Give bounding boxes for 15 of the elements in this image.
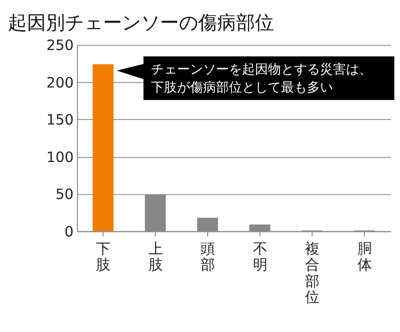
chart-title: 起因別チェーンソーの傷病部位 [8,12,274,34]
x-tick-label: 上肢 [148,241,162,274]
y-tick-label: 150 [46,112,74,129]
y-tick-label: 50 [55,187,74,204]
y-tick-label: 250 [46,38,74,54]
y-tick-label: 100 [46,150,74,166]
x-tick-label: 胴体 [357,241,372,274]
bar [92,64,114,232]
annotation: チェーンソーを起因物とする災害は、下肢が傷病部位として最も多い [151,61,372,96]
x-tick-label: 下肢 [96,241,110,274]
y-tick-label: 0 [64,224,74,240]
x-tick-label: 複合部位 [305,241,320,306]
y-tick-label: 200 [46,75,74,92]
x-tick-label: 頭部 [200,241,215,274]
x-tick-label: 不明 [252,241,267,274]
